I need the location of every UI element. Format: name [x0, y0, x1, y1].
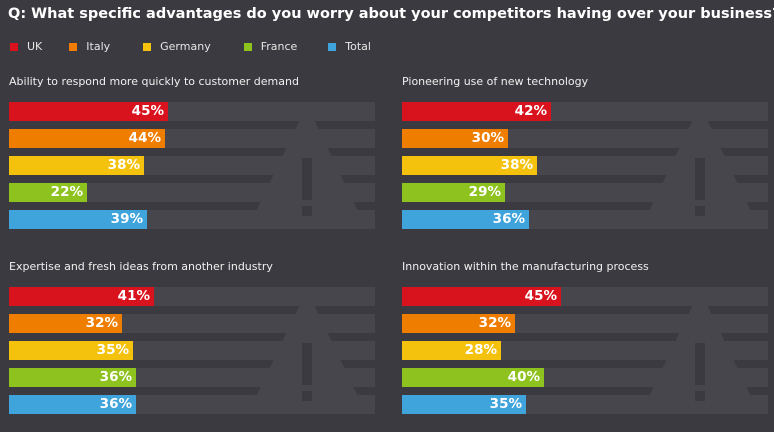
bar-value-label: 41%	[117, 288, 150, 304]
bar-value-label: 32%	[85, 315, 118, 331]
bar-germany: 38%	[402, 156, 537, 175]
bar-france: 40%	[402, 368, 544, 387]
bar-france: 29%	[402, 183, 505, 202]
bar-track: 32%	[9, 314, 375, 333]
legend: UK Italy Germany France Total	[10, 40, 371, 53]
bar-uk: 45%	[402, 287, 561, 306]
warning-triangle-icon	[249, 290, 365, 411]
bar-value-label: 36%	[99, 396, 132, 412]
legend-swatch	[328, 42, 337, 51]
bar-track: 30%	[402, 129, 768, 148]
bar-total: 39%	[9, 210, 147, 229]
legend-label: Italy	[86, 40, 111, 53]
bar-value-label: 35%	[96, 342, 129, 358]
legend-swatch	[143, 42, 152, 51]
legend-item-france: France	[243, 40, 298, 53]
chart-title: Q: What specific advantages do you worry…	[8, 6, 774, 22]
bar-germany: 38%	[9, 156, 144, 175]
bar-track: 32%	[402, 314, 768, 333]
bar-value-label: 45%	[131, 103, 164, 119]
panel-title: Innovation within the manufacturing proc…	[402, 260, 649, 273]
warning-triangle-icon	[642, 105, 758, 226]
chart-panel: Pioneering use of new technology 42% 30% 38…	[402, 75, 772, 240]
legend-label: UK	[27, 40, 43, 53]
bar-track: 42%	[402, 102, 768, 121]
legend-swatch	[243, 42, 252, 51]
bar-value-label: 30%	[471, 130, 504, 146]
bar-track: 45%	[9, 102, 375, 121]
legend-swatch	[69, 42, 78, 51]
bar-italy: 32%	[9, 314, 122, 333]
bar-value-label: 38%	[500, 157, 533, 173]
legend-label: France	[260, 40, 298, 53]
bar-value-label: 32%	[478, 315, 511, 331]
bar-france: 36%	[9, 368, 136, 387]
bar-italy: 32%	[402, 314, 515, 333]
bar-value-label: 45%	[524, 288, 557, 304]
legend-item-total: Total	[328, 40, 371, 53]
panel-title: Pioneering use of new technology	[402, 75, 589, 88]
bar-value-label: 38%	[107, 157, 140, 173]
bar-value-label: 42%	[514, 103, 547, 119]
bar-value-label: 44%	[128, 130, 161, 146]
bar-value-label: 36%	[99, 369, 132, 385]
legend-label: Germany	[160, 40, 211, 53]
legend-item-germany: Germany	[143, 40, 211, 53]
bar-value-label: 29%	[468, 184, 501, 200]
chart-panel: Expertise and fresh ideas from another i…	[9, 260, 379, 425]
bar-track: 44%	[9, 129, 375, 148]
bar-germany: 28%	[402, 341, 501, 360]
warning-triangle-icon	[642, 290, 758, 411]
bar-italy: 44%	[9, 129, 165, 148]
bar-total: 36%	[402, 210, 529, 229]
warning-triangle-icon	[249, 105, 365, 226]
bar-value-label: 40%	[507, 369, 540, 385]
bar-track: 41%	[9, 287, 375, 306]
bar-track: 45%	[402, 287, 768, 306]
bar-value-label: 35%	[489, 396, 522, 412]
bar-value-label: 36%	[492, 211, 525, 227]
bar-uk: 41%	[9, 287, 154, 306]
bar-total: 35%	[402, 395, 526, 414]
bar-germany: 35%	[9, 341, 133, 360]
legend-swatch	[10, 42, 18, 51]
chart-panel: Innovation within the manufacturing proc…	[402, 260, 772, 425]
legend-item-uk: UK	[10, 40, 42, 53]
bar-value-label: 22%	[50, 184, 83, 200]
bar-italy: 30%	[402, 129, 508, 148]
bar-uk: 42%	[402, 102, 551, 121]
legend-label: Total	[345, 40, 371, 53]
bar-value-label: 28%	[464, 342, 497, 358]
bar-value-label: 39%	[110, 211, 143, 227]
bar-total: 36%	[9, 395, 136, 414]
panel-title: Expertise and fresh ideas from another i…	[9, 260, 273, 273]
bar-france: 22%	[9, 183, 87, 202]
chart-panel: Ability to respond more quickly to custo…	[9, 75, 379, 240]
legend-item-italy: Italy	[69, 40, 110, 53]
panel-title: Ability to respond more quickly to custo…	[9, 75, 299, 88]
bar-uk: 45%	[9, 102, 168, 121]
